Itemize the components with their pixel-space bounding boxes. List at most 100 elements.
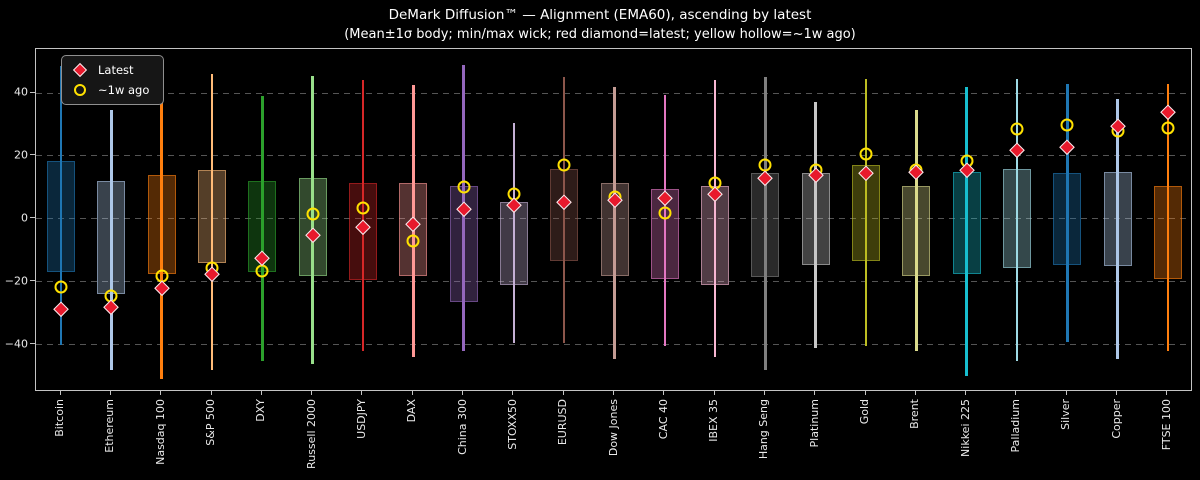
x-axis-label: S&P 500 bbox=[204, 399, 218, 446]
weekago-circle-marker bbox=[1161, 121, 1175, 135]
legend-item-latest: Latest bbox=[72, 62, 149, 78]
candle-body bbox=[902, 185, 931, 276]
candle-body bbox=[1053, 173, 1082, 265]
chart-title: DeMark Diffusion™ — Alignment (EMA60), a… bbox=[388, 7, 812, 23]
candle-body bbox=[751, 173, 780, 278]
x-axis-label: Brent bbox=[908, 399, 922, 429]
y-tick-mark bbox=[30, 154, 35, 156]
weekago-circle-marker bbox=[457, 180, 471, 194]
x-tick-mark bbox=[562, 391, 564, 395]
x-tick-mark bbox=[109, 391, 111, 395]
weekago-circle-marker bbox=[1060, 118, 1074, 132]
x-tick-mark bbox=[965, 391, 967, 395]
candle-wick bbox=[965, 86, 968, 377]
x-tick-mark bbox=[59, 391, 61, 395]
x-axis-label: Dow Jones bbox=[606, 399, 620, 457]
legend-label-week-ago: ~1w ago bbox=[98, 83, 150, 97]
legend: Latest ~1w ago bbox=[61, 55, 165, 105]
candle-body bbox=[147, 174, 176, 274]
candle-wick bbox=[1015, 78, 1019, 361]
x-tick-mark bbox=[864, 391, 866, 395]
candle-body bbox=[952, 171, 981, 274]
candle-wick bbox=[713, 80, 717, 358]
candle-body bbox=[1153, 185, 1182, 279]
x-axis-label: DXY bbox=[254, 399, 268, 422]
x-tick-mark bbox=[914, 391, 916, 395]
candle-wick bbox=[814, 102, 817, 348]
y-axis-label: 20 bbox=[14, 148, 28, 162]
candle-wick bbox=[915, 110, 918, 352]
latest-diamond-marker bbox=[53, 301, 69, 317]
legend-label-latest: Latest bbox=[98, 63, 134, 77]
weekago-circle-marker bbox=[54, 280, 68, 294]
weekago-circle-marker bbox=[859, 147, 873, 161]
y-axis-label: −40 bbox=[4, 337, 28, 351]
x-tick-mark bbox=[1065, 391, 1067, 395]
x-tick-mark bbox=[411, 391, 413, 395]
candle-body bbox=[550, 168, 579, 262]
x-tick-mark bbox=[1116, 391, 1118, 395]
candle-wick bbox=[512, 122, 516, 344]
y-tick-mark bbox=[30, 91, 35, 93]
yellow-hollow-circle-icon bbox=[72, 84, 88, 96]
x-axis-label: STOXX50 bbox=[505, 399, 519, 450]
y-tick-mark bbox=[30, 217, 35, 219]
y-axis-label: 0 bbox=[21, 211, 28, 225]
x-axis-label: Palladium bbox=[1008, 399, 1022, 453]
candle-wick bbox=[361, 80, 365, 352]
candle-wick bbox=[613, 86, 616, 359]
candle-wick bbox=[864, 78, 868, 347]
x-tick-mark bbox=[361, 391, 363, 395]
x-axis-label: Platinum bbox=[807, 399, 821, 448]
x-tick-mark bbox=[613, 391, 614, 395]
x-axis-label: Copper bbox=[1109, 399, 1123, 439]
candle-body bbox=[97, 181, 126, 295]
legend-item-week-ago: ~1w ago bbox=[72, 83, 149, 97]
x-axis-label: FTSE 100 bbox=[1159, 399, 1173, 451]
candle-body bbox=[852, 165, 881, 262]
candle-wick bbox=[764, 77, 767, 370]
x-axis-label: EURUSD bbox=[556, 399, 570, 446]
y-axis-label: −20 bbox=[4, 274, 28, 288]
latest-diamond-marker bbox=[103, 299, 119, 315]
x-tick-mark bbox=[462, 391, 464, 395]
x-tick-mark bbox=[713, 391, 715, 395]
x-tick-mark bbox=[210, 391, 212, 395]
candle-body bbox=[1002, 168, 1031, 268]
x-tick-mark bbox=[814, 391, 816, 395]
x-tick-mark bbox=[260, 391, 262, 395]
chart-subtitle: (Mean±1σ body; min/max wick; red diamond… bbox=[344, 26, 856, 42]
candle-wick bbox=[1116, 99, 1119, 359]
candle-body bbox=[298, 178, 327, 276]
x-axis-label: Nikkei 225 bbox=[958, 399, 972, 457]
weekago-circle-marker bbox=[557, 158, 571, 172]
x-axis-label: CAC 40 bbox=[656, 399, 670, 440]
latest-diamond-marker bbox=[1059, 139, 1075, 155]
x-tick-mark bbox=[1015, 391, 1017, 395]
x-axis-label: Silver bbox=[1059, 399, 1073, 430]
candle-body bbox=[499, 201, 528, 285]
x-tick-mark bbox=[160, 391, 162, 395]
latest-diamond-marker bbox=[1160, 104, 1176, 120]
x-axis-label: Bitcoin bbox=[53, 399, 67, 437]
weekago-circle-marker bbox=[406, 234, 420, 248]
title-block: DeMark Diffusion™ — Alignment (EMA60), a… bbox=[0, 6, 1200, 44]
y-tick-mark bbox=[30, 343, 35, 345]
candle-wick bbox=[663, 94, 667, 347]
red-diamond-icon bbox=[72, 62, 88, 78]
candle-body bbox=[47, 160, 76, 273]
y-tick-mark bbox=[30, 280, 35, 282]
x-tick-mark bbox=[311, 391, 313, 395]
candle-wick bbox=[210, 74, 214, 370]
plot-area bbox=[35, 48, 1192, 391]
x-axis-label: Gold bbox=[858, 399, 872, 425]
x-axis-label: China 300 bbox=[455, 399, 469, 455]
candle-body bbox=[198, 170, 227, 263]
x-tick-mark bbox=[512, 391, 514, 395]
candle-wick bbox=[1166, 83, 1170, 352]
candle-body bbox=[701, 185, 730, 285]
latest-diamond-marker bbox=[154, 280, 170, 296]
x-tick-mark bbox=[763, 391, 765, 395]
x-tick-mark bbox=[663, 391, 665, 395]
